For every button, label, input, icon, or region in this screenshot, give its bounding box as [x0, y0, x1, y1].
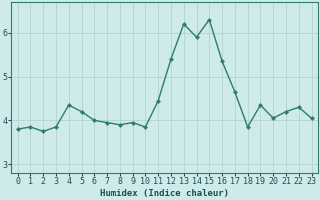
X-axis label: Humidex (Indice chaleur): Humidex (Indice chaleur)	[100, 189, 229, 198]
